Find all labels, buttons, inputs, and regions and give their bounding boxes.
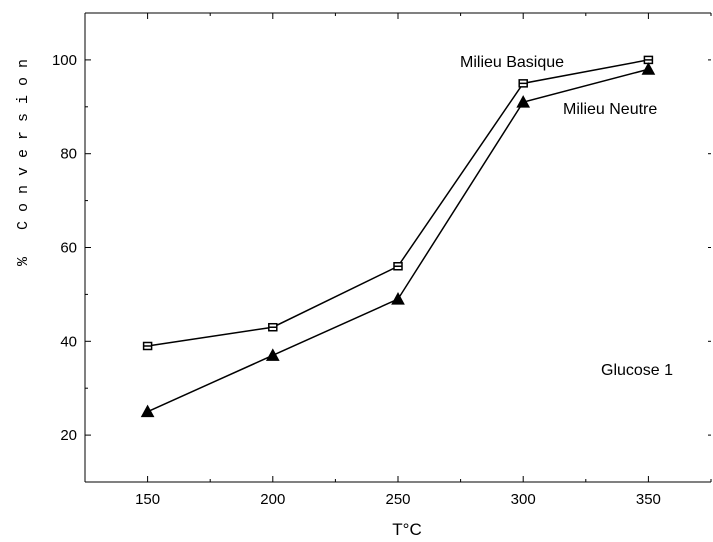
y-tick-label: 20 [60,427,77,444]
data-point-triangle [516,95,531,108]
y-axis-label: % Conversion [15,50,32,266]
annotation-milieu-neutre: Milieu Neutre [563,101,657,118]
x-tick-label: 200 [260,491,285,508]
series-line [147,68,649,413]
y-tick-label: 60 [60,240,77,257]
series-milieu-basique [142,55,654,351]
data-point-triangle [391,292,405,305]
x-tick-label: 150 [135,491,160,508]
annotation-milieu-basique: Milieu Basique [460,54,564,71]
data-point-triangle [140,404,155,418]
y-tick-label: 40 [60,333,77,350]
x-tick-label: 350 [636,491,661,508]
annotation-glucose: Glucose 1 [601,362,673,379]
x-tick-label: 250 [385,491,410,508]
x-axis-label: T°C [392,520,421,539]
data-point-triangle [641,62,656,75]
data-point-triangle [265,348,280,361]
series-milieu-neutre [140,62,656,418]
y-tick-label: 80 [60,146,77,163]
y-tick-label: 100 [52,52,77,69]
x-tick-label: 300 [511,491,536,508]
axes: 150 200 250 300 350 20 40 60 80 100 [52,12,712,508]
series-group [140,55,656,418]
